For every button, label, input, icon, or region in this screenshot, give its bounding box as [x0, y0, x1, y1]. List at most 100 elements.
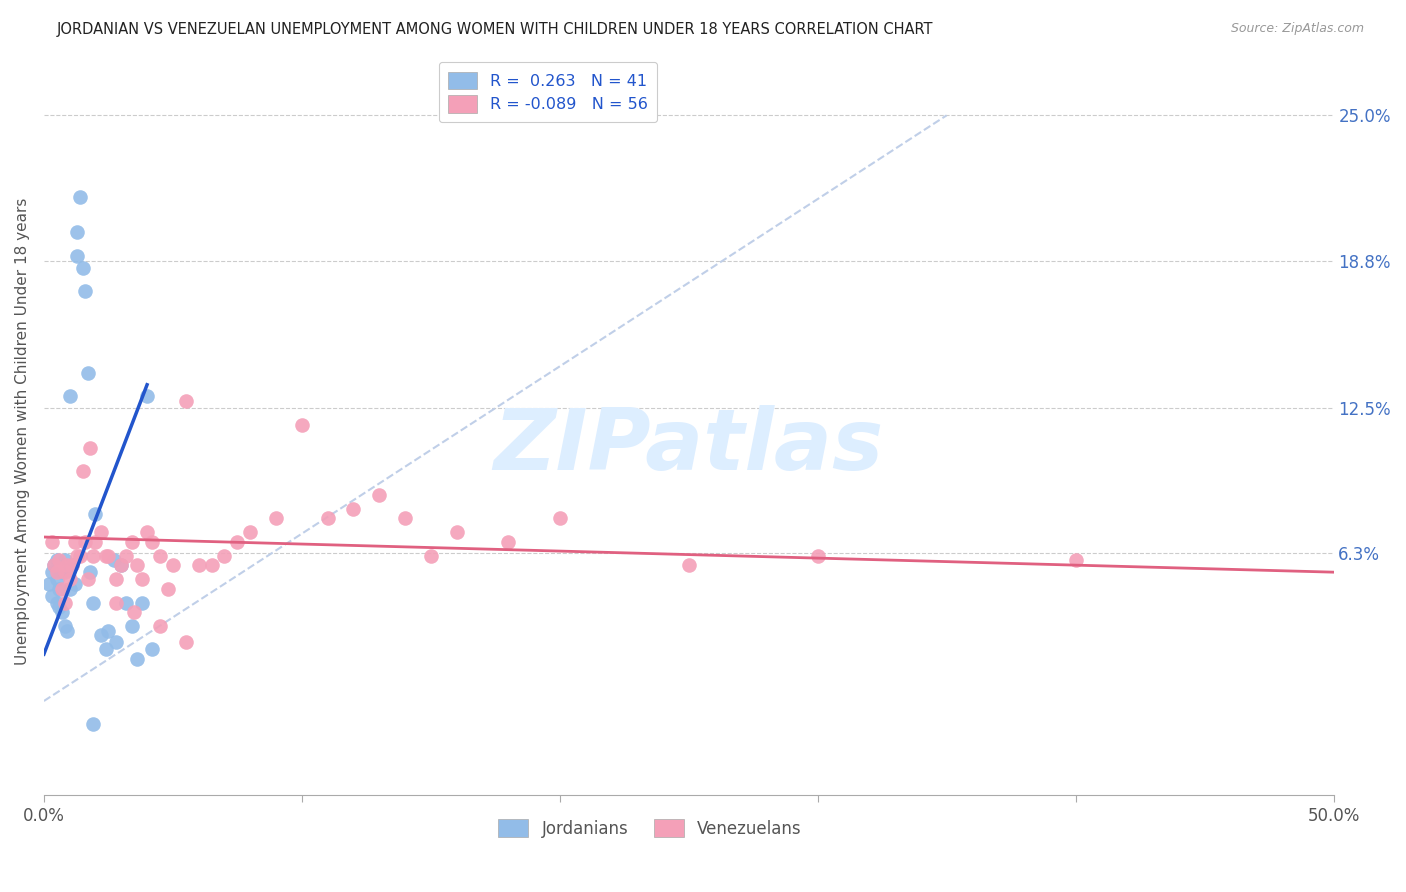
Point — [394, 511, 416, 525]
Point — [115, 596, 138, 610]
Point — [239, 525, 262, 540]
Point — [149, 619, 172, 633]
Point — [149, 549, 172, 563]
Point — [63, 534, 86, 549]
Point — [125, 652, 148, 666]
Point — [84, 534, 107, 549]
Point — [72, 465, 94, 479]
Point — [807, 549, 830, 563]
Point — [75, 534, 97, 549]
Point — [44, 558, 66, 573]
Point — [115, 549, 138, 563]
Point — [45, 565, 67, 579]
Point — [56, 563, 79, 577]
Point — [141, 534, 163, 549]
Point — [79, 441, 101, 455]
Point — [66, 249, 89, 263]
Point — [131, 572, 153, 586]
Y-axis label: Unemployment Among Women with Children Under 18 years: Unemployment Among Women with Children U… — [15, 198, 30, 665]
Point — [548, 511, 571, 525]
Point — [131, 596, 153, 610]
Point — [82, 549, 104, 563]
Point — [53, 596, 76, 610]
Point — [84, 507, 107, 521]
Point — [76, 572, 98, 586]
Point — [41, 534, 63, 549]
Point — [105, 596, 128, 610]
Point — [79, 565, 101, 579]
Point — [60, 558, 83, 573]
Point — [316, 511, 339, 525]
Text: JORDANIAN VS VENEZUELAN UNEMPLOYMENT AMONG WOMEN WITH CHILDREN UNDER 18 YEARS CO: JORDANIAN VS VENEZUELAN UNEMPLOYMENT AMO… — [56, 22, 932, 37]
Point — [214, 549, 236, 563]
Point — [162, 558, 184, 573]
Text: ZIPatlas: ZIPatlas — [494, 405, 884, 488]
Point — [75, 284, 97, 298]
Point — [291, 417, 314, 432]
Point — [38, 577, 60, 591]
Point — [97, 549, 120, 563]
Text: Source: ZipAtlas.com: Source: ZipAtlas.com — [1230, 22, 1364, 36]
Point — [76, 366, 98, 380]
Point — [59, 582, 82, 596]
Point — [51, 565, 73, 579]
Point — [51, 582, 73, 596]
Point — [368, 488, 391, 502]
Point — [200, 558, 222, 573]
Point — [174, 635, 197, 649]
Point — [110, 558, 132, 573]
Point — [174, 394, 197, 409]
Point — [141, 642, 163, 657]
Point — [82, 717, 104, 731]
Point — [121, 619, 143, 633]
Point — [110, 558, 132, 573]
Point — [264, 511, 287, 525]
Point — [97, 624, 120, 638]
Point — [41, 589, 63, 603]
Point — [66, 226, 89, 240]
Point — [59, 389, 82, 403]
Point — [187, 558, 209, 573]
Point — [90, 628, 112, 642]
Point — [53, 553, 76, 567]
Point — [45, 572, 67, 586]
Point — [48, 600, 70, 615]
Point — [105, 635, 128, 649]
Point — [66, 549, 89, 563]
Point — [51, 605, 73, 619]
Point — [60, 558, 83, 573]
Point — [53, 619, 76, 633]
Point — [41, 565, 63, 579]
Legend: Jordanians, Venezuelans: Jordanians, Venezuelans — [492, 813, 808, 845]
Point — [94, 642, 117, 657]
Point — [48, 553, 70, 567]
Point — [678, 558, 700, 573]
Point — [59, 572, 82, 586]
Point — [103, 553, 125, 567]
Point — [48, 582, 70, 596]
Point — [156, 582, 179, 596]
Point — [105, 572, 128, 586]
Point — [69, 549, 91, 563]
Point — [122, 605, 145, 619]
Point — [419, 549, 441, 563]
Point — [69, 190, 91, 204]
Point — [90, 525, 112, 540]
Point — [121, 534, 143, 549]
Point — [496, 534, 519, 549]
Point — [45, 596, 67, 610]
Point — [136, 389, 159, 403]
Point — [44, 558, 66, 573]
Point — [94, 549, 117, 563]
Point — [63, 577, 86, 591]
Point — [56, 558, 79, 573]
Point — [72, 260, 94, 275]
Point — [45, 553, 67, 567]
Point — [53, 565, 76, 579]
Point — [1064, 553, 1087, 567]
Point — [125, 558, 148, 573]
Point — [82, 596, 104, 610]
Point — [446, 525, 468, 540]
Point — [226, 534, 249, 549]
Point — [342, 502, 364, 516]
